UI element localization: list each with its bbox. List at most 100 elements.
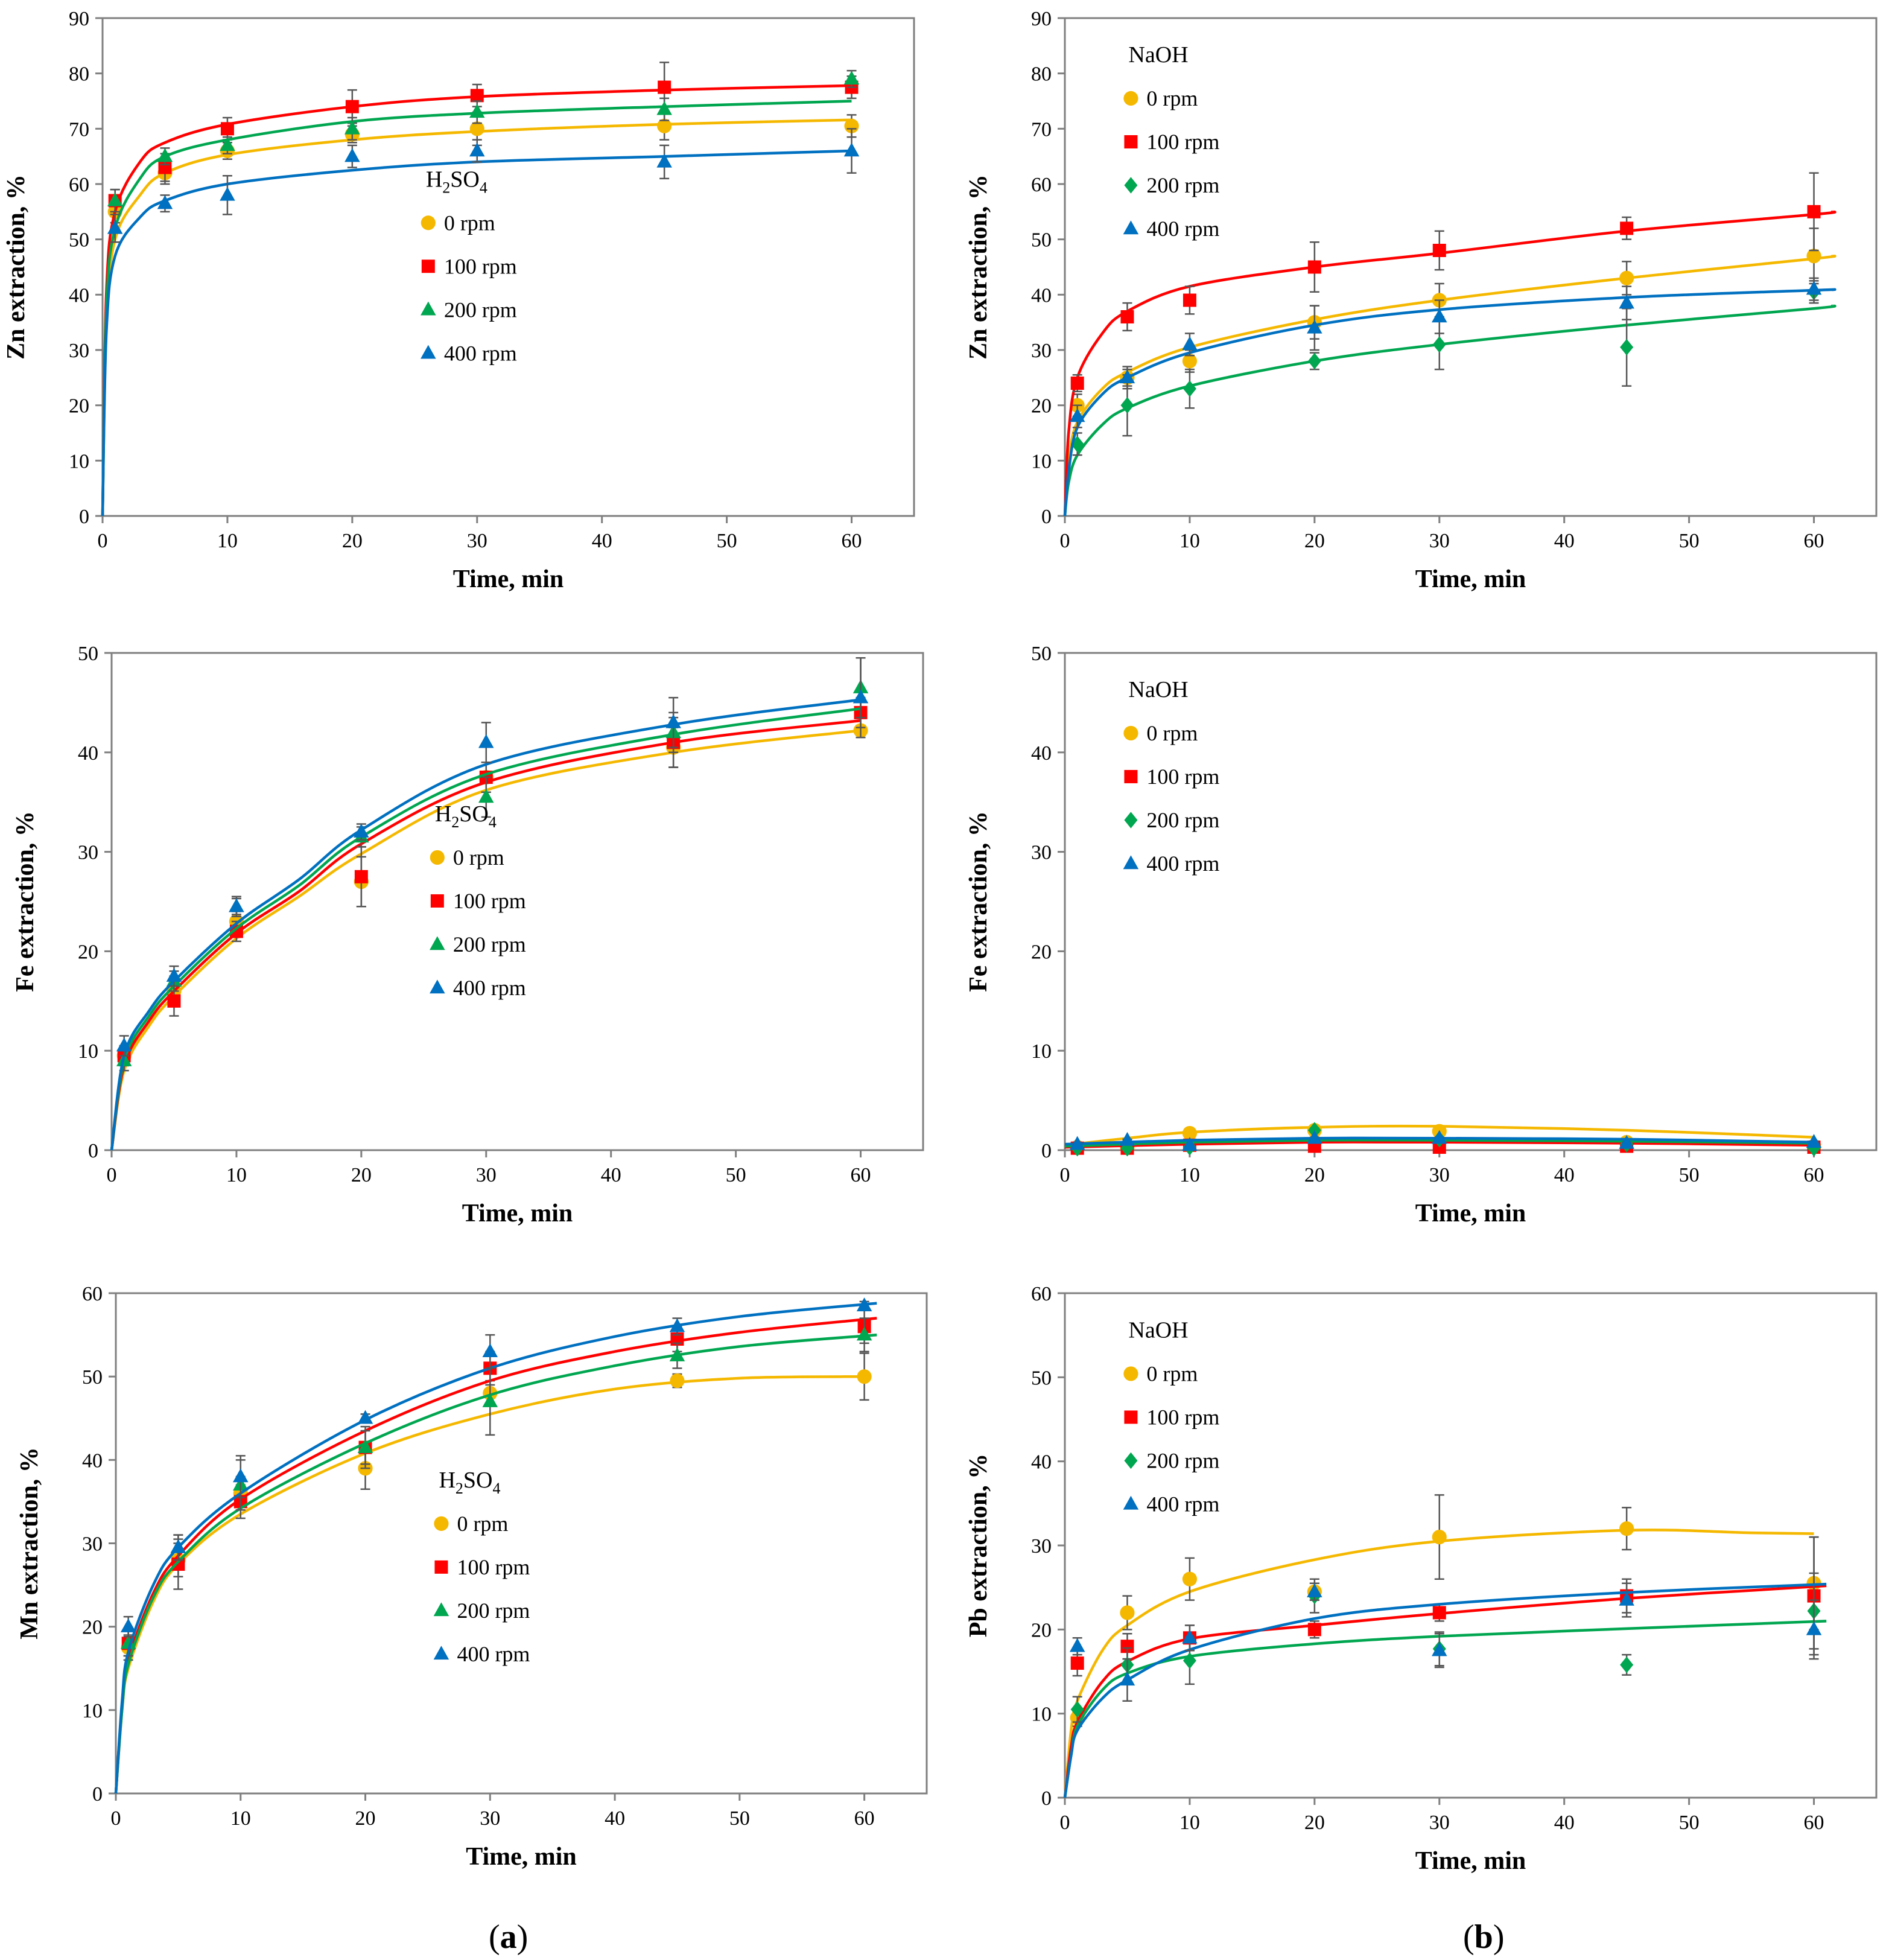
legend-label: 100 rpm xyxy=(453,889,526,913)
y-tick-label: 30 xyxy=(1031,842,1052,864)
y-tick-label: 20 xyxy=(1031,395,1052,418)
data-point xyxy=(220,122,234,136)
data-point xyxy=(171,1558,185,1571)
x-tick-label: 40 xyxy=(601,1164,621,1186)
y-tick-label: 0 xyxy=(88,1140,98,1162)
data-point xyxy=(229,924,243,938)
plot-frame xyxy=(1064,652,1878,1151)
data-point xyxy=(1069,1136,1085,1150)
y-tick-label: 0 xyxy=(1041,1787,1052,1810)
data-point xyxy=(1183,1652,1196,1669)
x-tick-label: 0 xyxy=(1060,1164,1070,1186)
fit-line xyxy=(110,707,861,1151)
y-tick-label: 10 xyxy=(69,450,89,472)
x-tick-label: 40 xyxy=(1554,1812,1575,1834)
x-tick-label: 50 xyxy=(729,1807,750,1830)
legend-marker xyxy=(1124,769,1138,783)
fit-line xyxy=(1063,1620,1827,1798)
fit-line xyxy=(1063,304,1837,517)
data-point xyxy=(1307,1583,1322,1597)
y-tick-label: 0 xyxy=(1041,506,1052,528)
y-tick-label: 40 xyxy=(1031,742,1052,765)
legend-title: H2SO4 xyxy=(439,1468,500,1497)
y-tick-label: 40 xyxy=(69,284,89,307)
fit-line xyxy=(1064,1141,1814,1149)
legend-marker xyxy=(1123,91,1138,106)
plot-frame xyxy=(110,652,924,1151)
y-tick-label: 10 xyxy=(82,1700,103,1722)
data-point xyxy=(120,1618,136,1632)
data-point xyxy=(345,100,359,113)
data-point xyxy=(1119,1672,1135,1686)
data-point xyxy=(656,153,672,168)
data-point xyxy=(1069,408,1085,422)
series-400-rpm xyxy=(1063,277,1837,517)
data-point xyxy=(1619,270,1634,285)
data-point xyxy=(357,1410,373,1424)
fit-line xyxy=(114,1333,877,1794)
y-tick-label: 50 xyxy=(69,229,89,252)
y-axis-label: Pb extraction, % xyxy=(965,1454,992,1637)
x-tick-label: 30 xyxy=(467,530,487,552)
panel-caption-b: (b) xyxy=(1463,1918,1505,1956)
x-tick-label: 0 xyxy=(111,1807,121,1830)
x-tick-label: 10 xyxy=(217,530,238,552)
legend-title: NaOH xyxy=(1128,42,1188,68)
legend-label: 200 rpm xyxy=(1146,808,1219,832)
series-100-rpm xyxy=(114,1309,877,1794)
series-400-rpm xyxy=(1063,1582,1827,1798)
data-point xyxy=(1620,221,1634,235)
legend-label: 200 rpm xyxy=(453,932,526,956)
data-point xyxy=(1183,293,1196,307)
legend-marker xyxy=(430,979,445,994)
legend: NaOH 0 rpm 100 rpm 200 rpm 400 rpm xyxy=(1123,677,1219,876)
legend-marker xyxy=(1123,1495,1139,1510)
y-tick-label: 30 xyxy=(69,340,89,362)
x-tick-label: 50 xyxy=(726,1164,746,1186)
data-point xyxy=(669,1318,685,1332)
legend-title: NaOH xyxy=(1128,1317,1188,1343)
legend-title: H2SO4 xyxy=(435,801,497,831)
plot-frame xyxy=(115,1292,928,1795)
x-axis-label: Time, min xyxy=(466,1843,577,1871)
y-tick-label: 50 xyxy=(1031,643,1052,665)
panel-caption-b-letter: b xyxy=(1474,1918,1493,1956)
legend-label: 200 rpm xyxy=(1146,1448,1219,1472)
data-point xyxy=(220,137,235,151)
legend-label: 400 rpm xyxy=(457,1642,530,1666)
data-point xyxy=(1806,1621,1822,1635)
data-point xyxy=(1119,1131,1135,1146)
x-tick-label: 40 xyxy=(605,1807,625,1830)
legend-label: 400 rpm xyxy=(453,976,526,1000)
fit-line xyxy=(1064,1138,1814,1148)
legend-marker xyxy=(430,894,444,908)
data-point xyxy=(1069,1638,1085,1652)
plot-frame xyxy=(101,17,915,517)
legend-marker xyxy=(433,1646,449,1660)
legend-marker xyxy=(434,1560,448,1574)
x-tick-label: 20 xyxy=(351,1164,372,1186)
legend-title: H2SO4 xyxy=(426,167,487,196)
data-point xyxy=(107,192,123,206)
data-point xyxy=(657,118,672,133)
x-tick-label: 20 xyxy=(1304,1164,1325,1186)
data-point xyxy=(856,1326,872,1341)
data-point xyxy=(157,148,173,162)
panel-caption-a: (a) xyxy=(489,1918,529,1956)
legend-marker xyxy=(433,1602,449,1617)
legend-label: 400 rpm xyxy=(444,341,517,365)
y-tick-label: 60 xyxy=(1031,174,1052,196)
x-tick-label: 0 xyxy=(1060,1812,1070,1834)
y-tick-label: 0 xyxy=(79,506,89,528)
data-point xyxy=(1070,1701,1084,1718)
data-point xyxy=(1183,380,1196,397)
fit-line xyxy=(101,149,852,517)
data-point xyxy=(1619,1591,1634,1606)
data-point xyxy=(107,220,123,234)
x-tick-label: 10 xyxy=(226,1164,247,1186)
fit-line xyxy=(110,698,861,1151)
data-point xyxy=(1120,1640,1134,1653)
x-tick-label: 60 xyxy=(854,1807,875,1830)
data-point xyxy=(1432,308,1447,323)
data-point xyxy=(1619,1134,1634,1149)
